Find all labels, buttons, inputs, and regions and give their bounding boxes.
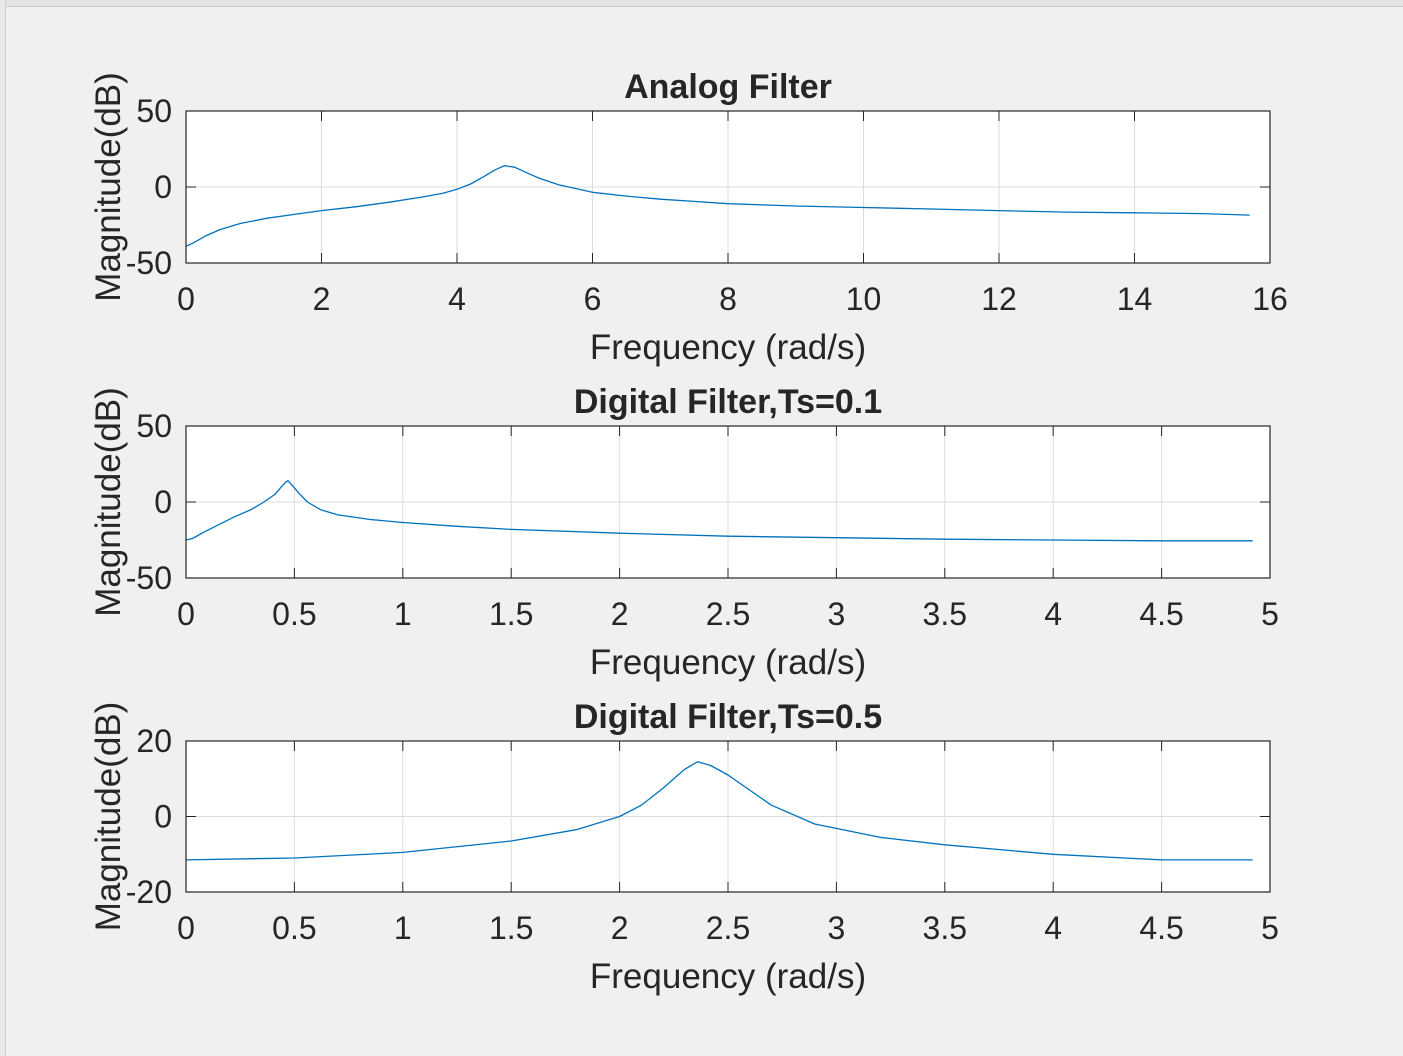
x-tick-label: 2 — [313, 281, 331, 317]
axes-box-3 — [185, 740, 1271, 893]
y-tick-label: -50 — [126, 560, 172, 596]
window-left-edge — [0, 0, 6, 1056]
x-tick-label: 4 — [1044, 910, 1062, 946]
x-tick-label: 3.5 — [923, 910, 967, 946]
x-tick-label: 2 — [611, 910, 629, 946]
x-tick-label: 1 — [394, 910, 412, 946]
x-tick-label: 0.5 — [272, 910, 316, 946]
y-tick-label: 50 — [136, 93, 172, 129]
x-tick-label: 1.5 — [489, 910, 533, 946]
x-tick-label: 0 — [177, 910, 195, 946]
window-top-edge — [0, 0, 1403, 7]
x-tick-label: 5 — [1261, 596, 1279, 632]
x-tick-label: 0 — [177, 281, 195, 317]
x-tick-label: 3.5 — [923, 596, 967, 632]
chart-title-1: Analog Filter — [624, 68, 832, 106]
y-axis-label: Magnitude(dB) — [89, 72, 128, 302]
chart-title-2: Digital Filter,Ts=0.1 — [574, 383, 882, 421]
x-tick-label: 4 — [1044, 596, 1062, 632]
x-tick-label: 16 — [1252, 281, 1288, 317]
x-tick-label: 6 — [584, 281, 602, 317]
y-tick-label: 0 — [154, 484, 172, 520]
axes-box-2 — [185, 425, 1271, 579]
x-tick-label: 14 — [1117, 281, 1153, 317]
y-axis-label: Magnitude(dB) — [89, 387, 128, 617]
x-axis-label: Frequency (rad/s) — [590, 643, 866, 682]
x-tick-label: 4.5 — [1139, 596, 1183, 632]
x-tick-label: 3 — [828, 910, 846, 946]
x-tick-label: 0.5 — [272, 596, 316, 632]
x-tick-label: 2 — [611, 596, 629, 632]
axes-box-1 — [185, 110, 1271, 264]
x-tick-label: 5 — [1261, 910, 1279, 946]
x-tick-label: 0 — [177, 596, 195, 632]
x-tick-label: 1 — [394, 596, 412, 632]
series-line-3 — [185, 761, 1253, 861]
series-line-1 — [185, 165, 1250, 247]
y-tick-label: 0 — [154, 799, 172, 835]
x-tick-label: 2.5 — [706, 910, 750, 946]
y-tick-label: 50 — [136, 408, 172, 444]
x-tick-label: 10 — [846, 281, 882, 317]
x-tick-label: 4.5 — [1139, 910, 1183, 946]
y-tick-label: 0 — [154, 169, 172, 205]
x-tick-label: 8 — [719, 281, 737, 317]
x-axis-label: Frequency (rad/s) — [590, 328, 866, 367]
chart-title-3: Digital Filter,Ts=0.5 — [574, 698, 882, 736]
y-tick-label: 20 — [136, 723, 172, 759]
y-axis-label: Magnitude(dB) — [89, 702, 128, 932]
x-tick-label: 12 — [981, 281, 1017, 317]
y-tick-label: -50 — [126, 245, 172, 281]
y-tick-label: -20 — [126, 874, 172, 910]
x-tick-label: 1.5 — [489, 596, 533, 632]
series-line-2 — [185, 480, 1253, 542]
x-tick-label: 3 — [828, 596, 846, 632]
x-tick-label: 2.5 — [706, 596, 750, 632]
x-axis-label: Frequency (rad/s) — [590, 957, 866, 996]
x-tick-label: 4 — [448, 281, 466, 317]
